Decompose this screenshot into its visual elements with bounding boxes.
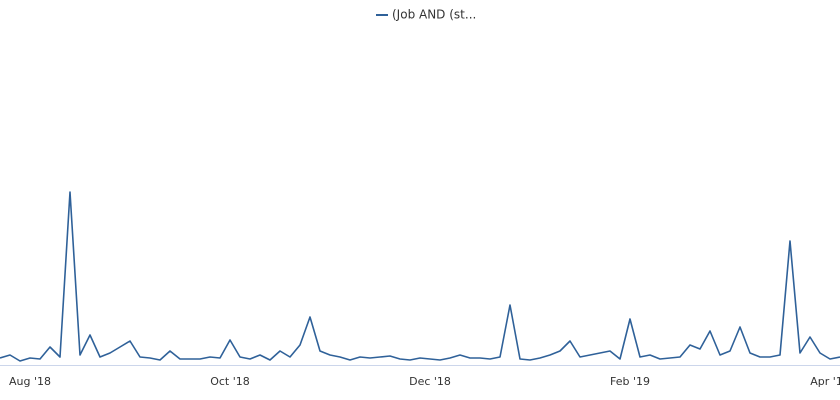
x-tick-label: Apr '19 [810, 375, 840, 388]
x-tick-label: Feb '19 [610, 375, 650, 388]
x-tick-label: Dec '18 [409, 375, 451, 388]
x-tick-label: Aug '18 [9, 375, 51, 388]
line-series [0, 191, 840, 362]
legend-label: (Job AND (st... [392, 8, 476, 22]
x-tick-label: Oct '18 [210, 375, 250, 388]
